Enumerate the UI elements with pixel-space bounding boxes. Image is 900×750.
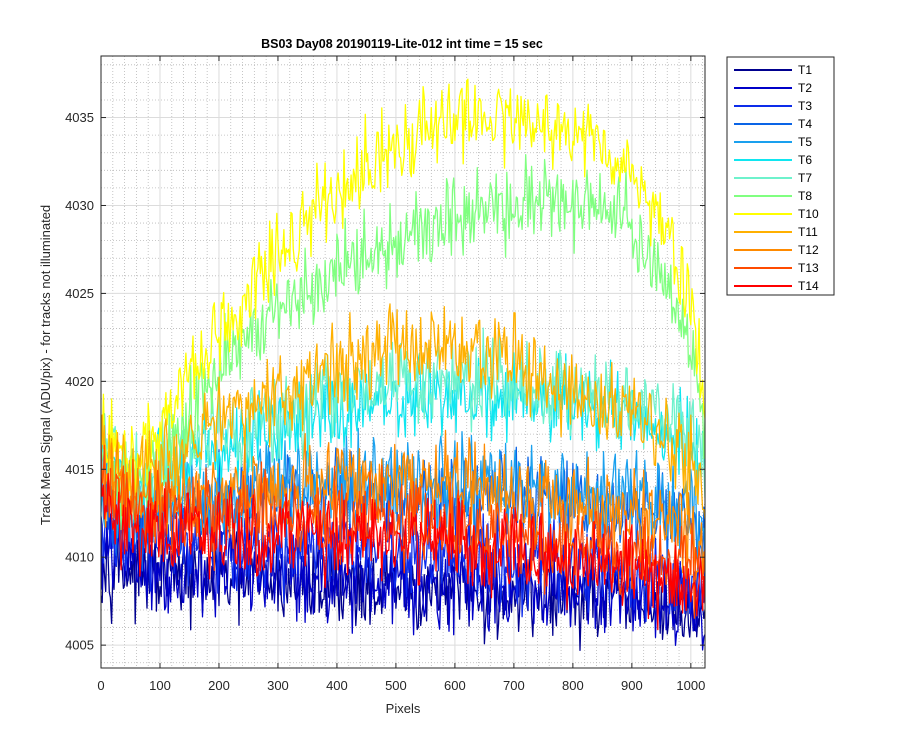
- series-line-t13: [101, 444, 705, 619]
- x-tick-label: 900: [621, 678, 643, 693]
- plot-area: [100, 55, 706, 669]
- legend-label-t8: T8: [798, 189, 812, 203]
- x-tick-label: 600: [444, 678, 466, 693]
- legend-label-t14: T14: [798, 279, 819, 293]
- chart-title: BS03 Day08 20190119-Lite-012 int time = …: [261, 37, 543, 51]
- series-line-t10: [101, 78, 705, 505]
- series-layer: [101, 78, 705, 652]
- legend-label-t7: T7: [798, 171, 812, 185]
- x-tick-label: 500: [385, 678, 407, 693]
- x-tick-label: 1000: [676, 678, 705, 693]
- series-line-t8: [101, 154, 705, 531]
- y-tick-label: 4015: [65, 462, 94, 477]
- x-tick-label: 400: [326, 678, 348, 693]
- x-axis-label: Pixels: [386, 701, 421, 716]
- legend-label-t13: T13: [798, 261, 819, 275]
- series-line-t12: [101, 429, 705, 580]
- y-axis-label: Track Mean Signal (ADU/pix) - for tracks…: [38, 205, 53, 525]
- axes-box: [100, 55, 706, 669]
- x-tick-label: 700: [503, 678, 525, 693]
- y-tick-label: 4010: [65, 550, 94, 565]
- legend-label-t3: T3: [798, 99, 812, 113]
- x-tick-label: 100: [149, 678, 171, 693]
- x-tick-label: 300: [267, 678, 289, 693]
- legend-label-t1: T1: [798, 63, 812, 77]
- y-tick-label: 4035: [65, 110, 94, 125]
- legend-label-t2: T2: [798, 81, 812, 95]
- x-tick-labels: 0 100 200 300 400 500 600 700 800 900 1000: [97, 678, 705, 693]
- legend-label-t10: T10: [798, 207, 819, 221]
- y-tick-label: 4025: [65, 286, 94, 301]
- y-tick-label: 4030: [65, 198, 94, 213]
- legend-label-t4: T4: [798, 117, 812, 131]
- series-line-t11: [101, 303, 705, 520]
- axis-ticks: [100, 56, 705, 668]
- legend-label-t11: T11: [798, 225, 818, 239]
- legend-label-t12: T12: [798, 243, 819, 257]
- legend-items: T1 T2 T3 T4 T5 T6 T7 T8 T10 T11 T12 T13 T14: [734, 63, 819, 293]
- legend: T1 T2 T3 T4 T5 T6 T7 T8 T10 T11 T12 T13 T14: [726, 56, 835, 296]
- x-tick-label: 200: [208, 678, 230, 693]
- series-line-t2: [101, 513, 705, 651]
- x-tick-label: 0: [97, 678, 104, 693]
- legend-label-t6: T6: [798, 153, 812, 167]
- y-tick-labels: 4005 4010 4015 4020 4025 4030 4035: [65, 110, 94, 653]
- y-tick-label: 4005: [65, 638, 94, 653]
- legend-label-t5: T5: [798, 135, 812, 149]
- y-tick-label: 4020: [65, 374, 94, 389]
- x-tick-label: 800: [562, 678, 584, 693]
- series-line-t14: [101, 472, 705, 631]
- legend-box: [726, 56, 835, 296]
